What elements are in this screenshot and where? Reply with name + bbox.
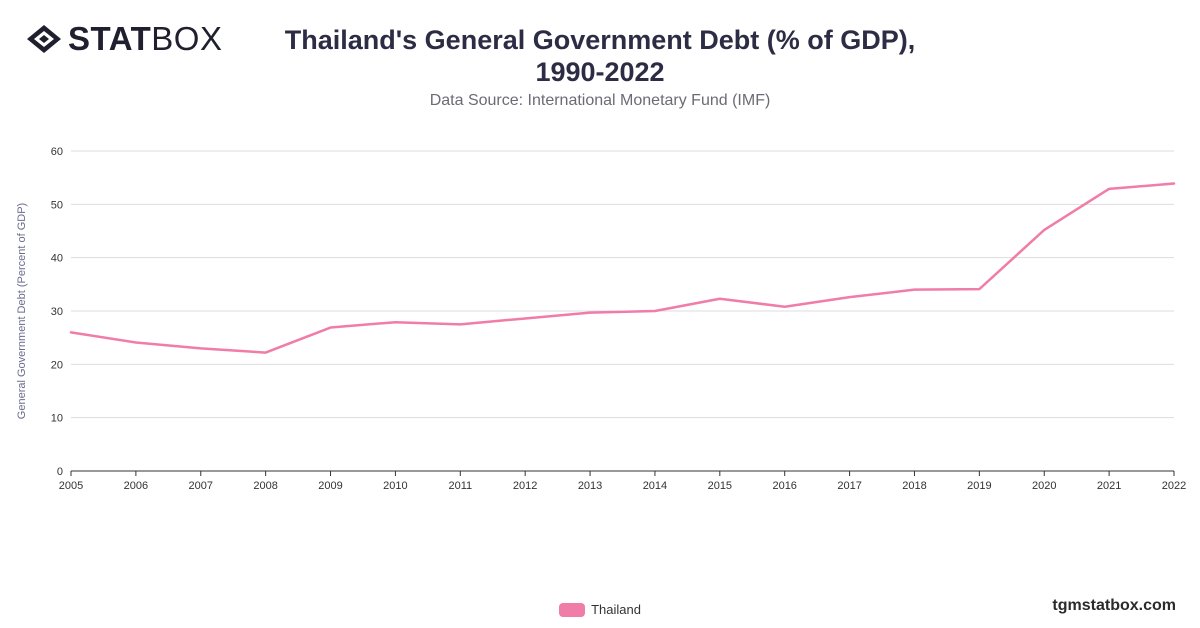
x-tick-label: 2017 xyxy=(837,480,861,492)
data-point[interactable] xyxy=(909,285,919,295)
data-point[interactable] xyxy=(326,323,336,333)
legend-label-thailand[interactable]: Thailand xyxy=(591,602,641,617)
x-tick-label: 2009 xyxy=(318,480,342,492)
watermark: tgmstatbox.com xyxy=(1052,597,1176,614)
x-tick-label: 2005 xyxy=(59,480,83,492)
x-tick-label: 2006 xyxy=(124,480,148,492)
data-point[interactable] xyxy=(131,337,141,347)
data-point[interactable] xyxy=(520,313,530,323)
data-point[interactable] xyxy=(780,302,790,312)
data-point[interactable] xyxy=(1039,225,1049,235)
y-tick-label: 20 xyxy=(51,359,63,371)
x-tick-label: 2015 xyxy=(708,480,732,492)
data-point[interactable] xyxy=(455,319,465,329)
x-tick-label: 2019 xyxy=(967,480,991,492)
logo-text: STATBOX xyxy=(68,22,222,55)
y-tick-label: 60 xyxy=(51,146,63,158)
chart-title-line2: 1990-2022 xyxy=(535,57,665,87)
data-point[interactable] xyxy=(196,343,206,353)
chart-title-line1: Thailand's General Government Debt (% of… xyxy=(284,25,916,55)
axis-layer: 0 10 20 30 40 50 60 2005 2006 2007 2008 2009 2010 201… xyxy=(51,146,1186,492)
y-tick-label: 0 xyxy=(57,466,63,478)
logo: STATBOX xyxy=(26,22,222,55)
x-tick-label: 2020 xyxy=(1032,480,1056,492)
x-tick-label: 2011 xyxy=(448,480,472,492)
y-tick-label: 30 xyxy=(51,306,63,318)
data-point[interactable] xyxy=(1169,179,1179,189)
logo-text-bold: STAT xyxy=(68,20,152,57)
y-axis-label: General Government Debt (Percent of GDP) xyxy=(16,203,28,419)
x-tick-label: 2021 xyxy=(1097,480,1121,492)
data-point[interactable] xyxy=(261,348,271,358)
statbox-diamond-icon xyxy=(27,24,61,53)
chart-subtitle: Data Source: International Monetary Fund… xyxy=(429,92,771,109)
series-layer xyxy=(66,179,1179,358)
grid-layer xyxy=(71,150,1174,419)
series-line-thailand[interactable] xyxy=(69,182,1176,354)
y-tick-label: 50 xyxy=(51,199,63,211)
y-tick-label: 40 xyxy=(51,253,63,265)
data-point[interactable] xyxy=(974,284,984,294)
line-chart: 0 10 20 30 40 50 60 2005 2006 2007 2008 2009 2010 201… xyxy=(16,146,1186,492)
legend: Thailand xyxy=(0,602,1200,617)
data-point[interactable] xyxy=(390,317,400,327)
x-tick-label: 2007 xyxy=(189,480,213,492)
legend-swatch-thailand[interactable] xyxy=(559,602,586,617)
x-tick-label: 2016 xyxy=(772,480,796,492)
x-tick-label: 2022 xyxy=(1162,480,1186,492)
data-point[interactable] xyxy=(585,308,595,318)
x-tick-label: 2018 xyxy=(902,480,926,492)
chart-title: Thailand's General Government Debt (% of… xyxy=(250,24,950,88)
data-point[interactable] xyxy=(1104,184,1114,194)
x-tick-label: 2010 xyxy=(383,480,407,492)
x-tick-label: 2013 xyxy=(578,480,602,492)
data-point[interactable] xyxy=(715,294,725,304)
x-tick-label: 2014 xyxy=(643,480,667,492)
x-tick-label: 2012 xyxy=(513,480,537,492)
data-point[interactable] xyxy=(66,327,76,337)
logo-text-light: BOX xyxy=(151,20,223,57)
data-point[interactable] xyxy=(650,306,660,316)
data-point[interactable] xyxy=(845,292,855,302)
x-tick-label: 2008 xyxy=(253,480,277,492)
y-tick-label: 10 xyxy=(51,413,63,425)
